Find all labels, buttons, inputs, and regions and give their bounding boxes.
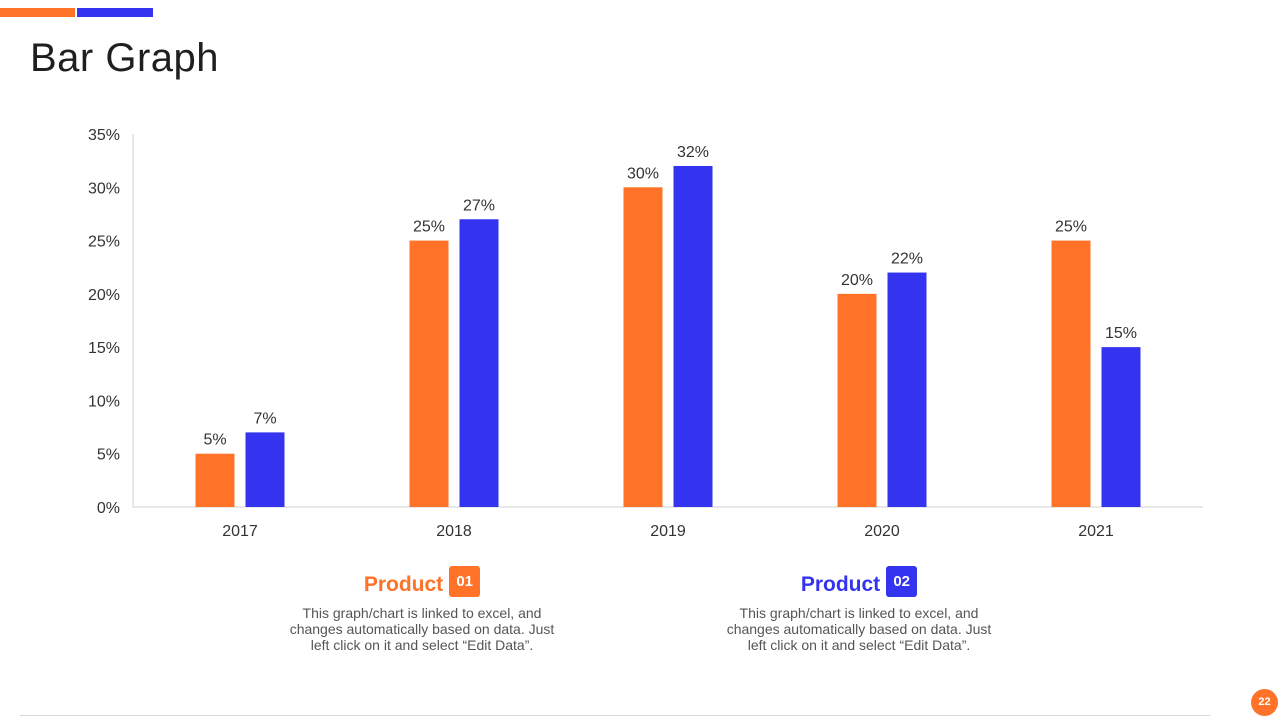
legend-product-01-description: This graph/chart is linked to excel, and… <box>289 605 555 653</box>
bar <box>887 272 927 507</box>
bar <box>837 293 877 507</box>
bar <box>195 453 235 507</box>
x-tick-label: 2018 <box>436 523 472 540</box>
bar <box>245 432 285 507</box>
x-tick-label: 2021 <box>1078 523 1114 540</box>
data-label: 27% <box>463 197 495 214</box>
data-label: 5% <box>203 432 226 449</box>
y-tick-label: 35% <box>88 127 120 144</box>
y-tick-label: 5% <box>97 447 120 464</box>
data-label: 15% <box>1105 325 1137 342</box>
data-label: 22% <box>891 251 923 268</box>
y-tick-label: 0% <box>97 500 120 517</box>
y-tick-label: 20% <box>88 287 120 304</box>
accent-bar-blue <box>77 8 153 17</box>
data-label: 25% <box>413 219 445 236</box>
x-tick-label: 2019 <box>650 523 686 540</box>
page-title: Bar Graph <box>30 36 220 80</box>
y-tick-label: 10% <box>88 393 120 410</box>
bar <box>1051 240 1091 508</box>
x-tick-label: 2017 <box>222 523 258 540</box>
y-tick-label: 15% <box>88 340 120 357</box>
bar <box>673 165 713 507</box>
bar <box>623 187 663 508</box>
legend-product-02: Product 02 This graph/chart is linked to… <box>709 566 1009 653</box>
y-tick-label: 25% <box>88 234 120 251</box>
legend-product-01-name: Product <box>363 573 444 596</box>
y-tick-label: 30% <box>88 180 120 197</box>
footer-divider <box>20 715 1210 716</box>
data-label: 20% <box>841 272 873 289</box>
legend-product-02-name: Product <box>800 573 881 596</box>
bar <box>459 219 499 507</box>
legend-product-02-description: This graph/chart is linked to excel, and… <box>726 605 992 653</box>
legend-product-01-badge: 01 <box>449 566 481 597</box>
data-label: 25% <box>1055 219 1087 236</box>
accent-bar-orange <box>0 8 75 17</box>
legend-product-02-badge: 02 <box>886 566 918 597</box>
legend-product-01: Product 01 This graph/chart is linked to… <box>272 566 572 653</box>
data-label: 30% <box>627 165 659 182</box>
data-label: 7% <box>253 410 276 427</box>
x-tick-label: 2020 <box>864 523 900 540</box>
bar <box>1101 347 1141 507</box>
page-number-badge: 22 <box>1251 689 1278 716</box>
bar <box>409 240 449 508</box>
data-label: 32% <box>677 144 709 161</box>
